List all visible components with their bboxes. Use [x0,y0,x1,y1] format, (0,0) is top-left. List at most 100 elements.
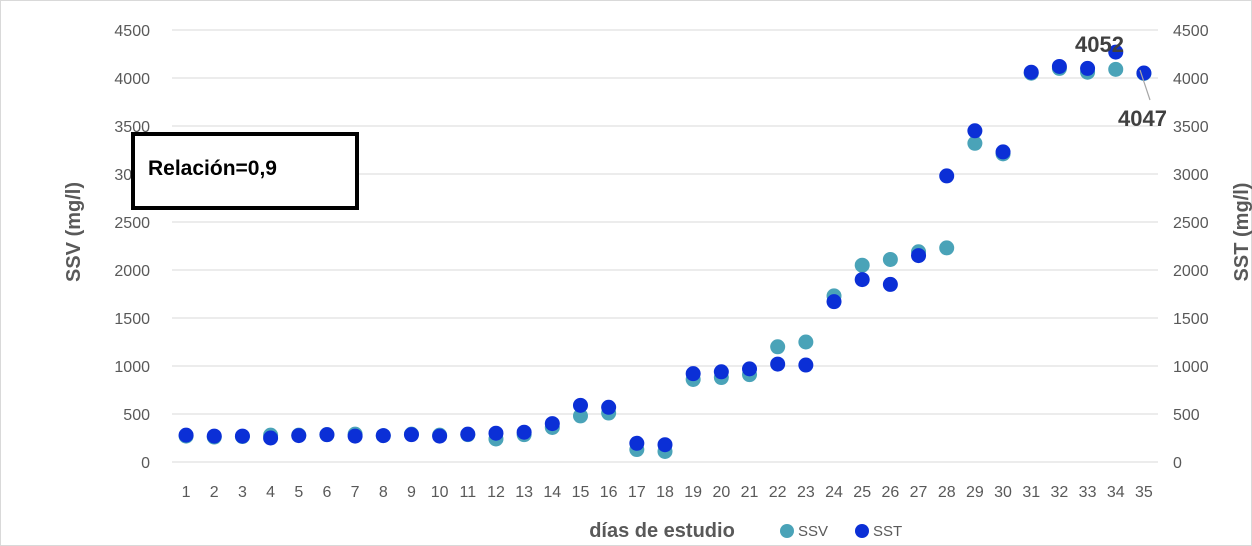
point-sst [488,425,504,441]
x-tick-label: 26 [881,484,899,501]
annotation-leader-line [1139,69,1151,101]
point-ssv [572,408,588,424]
series-sst [178,44,1152,453]
point-sst [347,428,363,444]
x-tick-label: 27 [910,484,928,501]
point-sst [882,276,898,292]
legend-marker-ssv [780,524,794,538]
y-tick-label-right: 4500 [1173,23,1209,40]
x-axis-title: días de estudio [589,520,735,542]
x-tick-label: 4 [266,484,275,501]
legend-label-ssv: SSV [798,523,828,540]
point-sst [601,399,617,415]
x-tick-label: 33 [1079,484,1097,501]
y-tick-label-right: 0 [1173,455,1182,472]
point-sst [375,428,391,444]
point-sst [206,428,222,444]
point-sst [1080,60,1096,76]
x-tick-label: 22 [769,484,787,501]
relation-textbox: Relación=0,9 [131,132,359,210]
y-tick-label-left: 2000 [114,263,150,280]
point-sst [263,430,279,446]
point-sst [939,168,955,184]
point-ssv [798,334,814,350]
annotation-4052: 4052 [1075,32,1124,57]
y-tick-label-left: 500 [123,407,150,424]
point-ssv [770,339,786,355]
point-sst [234,428,250,444]
y-tick-label-right: 1000 [1173,359,1209,376]
point-sst [713,364,729,380]
x-tick-label: 7 [351,484,360,501]
x-tick-label: 20 [712,484,730,501]
x-tick-label: 24 [825,484,843,501]
x-tick-label: 29 [966,484,984,501]
point-ssv [1108,61,1124,77]
point-sst [544,416,560,432]
y-tick-label-left: 3500 [114,119,150,136]
point-sst [826,294,842,310]
point-sst [432,428,448,444]
x-tick-label: 30 [994,484,1012,501]
point-sst [319,427,335,443]
y-axis-title-left: SSV (mg/l) [63,182,85,282]
point-sst [742,361,758,377]
point-sst [854,272,870,288]
y-tick-label-right: 500 [1173,407,1200,424]
x-tick-label: 35 [1135,484,1153,501]
x-tick-label: 12 [487,484,505,501]
point-sst [1136,65,1152,81]
x-tick-label: 14 [543,484,561,501]
x-tick-label: 11 [459,484,476,501]
legend-label-sst: SST [873,523,902,540]
y-tick-label-right: 3000 [1173,167,1209,184]
annotation-4047: 4047 [1118,106,1167,131]
x-axis-ticks: 1 2 3 4 5 6 7 8 9 10 11 12 13 14 15 16 17 18 19 20 21 22 23 24 2… [182,484,1153,501]
x-tick-label: 10 [431,484,449,501]
point-sst [911,248,927,264]
y-tick-label-right: 4000 [1173,71,1209,88]
point-sst [798,357,814,373]
x-tick-label: 31 [1022,484,1040,501]
y-axis-title-right: SST (mg/l) [1231,183,1252,282]
x-tick-label: 25 [853,484,871,501]
x-tick-label: 13 [515,484,533,501]
x-tick-label: 8 [379,484,388,501]
x-tick-label: 17 [628,484,646,501]
x-tick-label: 21 [741,484,759,501]
y-tick-label-right: 1500 [1173,311,1209,328]
point-sst [629,435,645,451]
point-sst [770,356,786,372]
point-sst [178,427,194,443]
point-ssv [854,257,870,273]
point-sst [291,428,307,444]
x-tick-label: 16 [600,484,618,501]
legend: SSV SST [780,523,902,540]
point-sst [572,397,588,413]
x-tick-label: 32 [1051,484,1069,501]
right-axis-ticks: 0 500 1000 1500 2000 2500 3000 3500 4000 4500 [1173,23,1209,472]
point-sst [1051,58,1067,74]
point-sst [1108,44,1124,60]
x-tick-label: 34 [1107,484,1125,501]
relation-box [131,132,359,210]
x-tick-label: 2 [210,484,219,501]
y-tick-label-left: 1000 [114,359,150,376]
y-tick-label-left: 4500 [114,23,150,40]
point-ssv [882,251,898,267]
x-tick-label: 1 [182,484,191,501]
x-tick-label: 6 [322,484,331,501]
point-sst [967,123,983,139]
x-tick-label: 28 [938,484,956,501]
x-tick-label: 19 [684,484,702,501]
y-tick-label-left: 2500 [114,215,150,232]
y-tick-label-right: 2000 [1173,263,1209,280]
data-points [178,44,1152,459]
y-tick-label-right: 3500 [1173,119,1209,136]
x-tick-label: 5 [294,484,303,501]
legend-marker-sst [855,524,869,538]
point-ssv [939,240,955,256]
